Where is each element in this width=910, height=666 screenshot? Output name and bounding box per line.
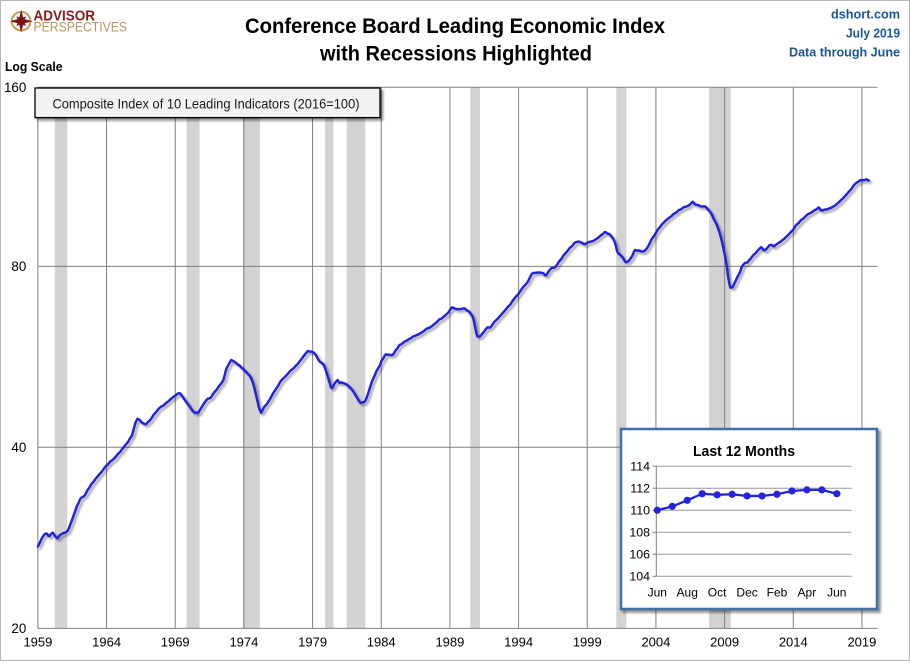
- svg-text:2009: 2009: [710, 635, 739, 650]
- svg-text:July 2019: July 2019: [846, 25, 900, 40]
- svg-text:Last 12 Months: Last 12 Months: [693, 444, 795, 460]
- svg-text:1974: 1974: [229, 635, 258, 650]
- svg-text:2014: 2014: [779, 635, 808, 650]
- svg-text:Jun: Jun: [827, 586, 846, 600]
- svg-text:Composite Index of 10 Leading: Composite Index of 10 Leading Indicators…: [53, 96, 360, 112]
- svg-text:112: 112: [630, 481, 650, 495]
- svg-text:160: 160: [4, 80, 26, 95]
- svg-text:ADVISOR: ADVISOR: [34, 9, 96, 25]
- svg-text:104: 104: [629, 570, 650, 584]
- svg-text:1989: 1989: [435, 635, 464, 650]
- svg-text:Log Scale: Log Scale: [5, 59, 63, 74]
- svg-text:Oct: Oct: [708, 586, 727, 600]
- svg-text:108: 108: [629, 525, 650, 539]
- svg-text:dshort.com: dshort.com: [831, 6, 900, 21]
- svg-text:106: 106: [629, 547, 650, 561]
- svg-text:1994: 1994: [504, 635, 533, 650]
- svg-text:Conference Board Leading Econo: Conference Board Leading Economic Index: [245, 14, 665, 38]
- svg-text:Dec: Dec: [736, 586, 757, 600]
- svg-text:20: 20: [11, 621, 26, 636]
- svg-text:1979: 1979: [298, 635, 327, 650]
- svg-text:1964: 1964: [92, 635, 121, 650]
- svg-text:Feb: Feb: [767, 586, 788, 600]
- svg-text:with Recessions Highlighted: with Recessions Highlighted: [319, 43, 592, 66]
- svg-text:110: 110: [630, 503, 650, 517]
- svg-text:Aug: Aug: [677, 586, 698, 600]
- svg-text:114: 114: [630, 459, 650, 473]
- svg-text:Apr: Apr: [798, 586, 817, 600]
- svg-text:Data through June: Data through June: [789, 44, 900, 59]
- svg-text:1959: 1959: [23, 635, 52, 650]
- svg-text:1984: 1984: [367, 635, 396, 650]
- svg-text:80: 80: [11, 259, 26, 274]
- svg-text:2019: 2019: [847, 635, 876, 650]
- svg-text:PERSPECTIVES: PERSPECTIVES: [34, 20, 128, 35]
- svg-text:2004: 2004: [641, 635, 670, 650]
- svg-text:Jun: Jun: [648, 586, 667, 600]
- svg-text:40: 40: [11, 440, 26, 455]
- svg-text:1969: 1969: [161, 635, 190, 650]
- svg-text:1999: 1999: [573, 635, 602, 650]
